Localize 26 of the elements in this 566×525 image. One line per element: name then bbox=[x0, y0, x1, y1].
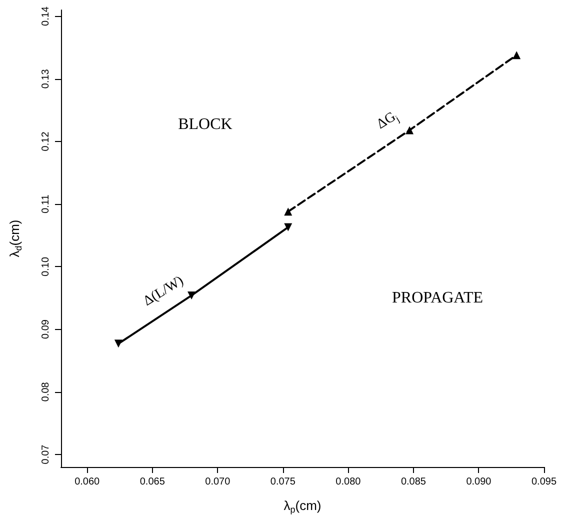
x-tick-label: 0.090 bbox=[466, 476, 492, 488]
y-tick-label: 0.14 bbox=[40, 6, 52, 26]
x-tick-label: 0.075 bbox=[270, 476, 296, 488]
point bbox=[284, 208, 292, 216]
x-tick-label: 0.070 bbox=[205, 476, 231, 488]
y-tick-label: 0.12 bbox=[40, 131, 52, 152]
annotation: ΔGj bbox=[374, 110, 402, 132]
y-tick-label: 0.09 bbox=[40, 319, 52, 340]
point bbox=[284, 223, 292, 232]
y-axis-title: λd(cm) bbox=[7, 220, 24, 258]
x-tick-label: 0.065 bbox=[140, 476, 166, 488]
y-tick-label: 0.11 bbox=[40, 194, 52, 214]
x-tick-label: 0.080 bbox=[336, 476, 362, 488]
point bbox=[512, 51, 521, 60]
point bbox=[406, 126, 414, 134]
x-tick-label: 0.085 bbox=[400, 476, 426, 488]
annotation: BLOCK bbox=[178, 116, 233, 133]
y-tick-label: 0.07 bbox=[40, 444, 52, 464]
point bbox=[188, 291, 196, 300]
x-tick-label: 0.095 bbox=[531, 476, 557, 488]
annotation: PROPAGATE bbox=[392, 289, 484, 306]
x-tick-label: 0.060 bbox=[74, 476, 100, 488]
y-tick-label: 0.08 bbox=[40, 382, 52, 402]
y-tick-label: 0.10 bbox=[40, 256, 52, 276]
point bbox=[114, 340, 122, 348]
y-tick-label: 0.13 bbox=[40, 68, 52, 89]
